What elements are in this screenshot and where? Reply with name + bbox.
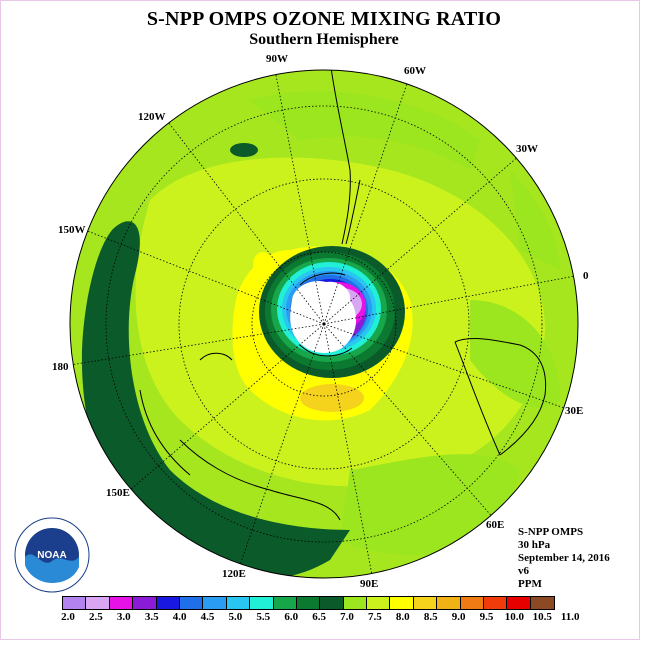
color-legend — [62, 596, 556, 610]
info-instrument: S-NPP OMPS — [518, 526, 584, 538]
legend-swatch — [460, 597, 485, 609]
lon-label-120e: 120E — [222, 568, 246, 580]
legend-tick-label: 7.0 — [340, 611, 354, 623]
legend-tick-label: 2.5 — [89, 611, 103, 623]
legend-swatch — [86, 597, 110, 609]
legend-tick-label: 5.5 — [256, 611, 271, 623]
graticule — [70, 70, 578, 576]
legend-swatch — [203, 597, 227, 609]
legend-swatch — [413, 597, 438, 609]
legend-tick-label: 11.0 — [560, 611, 580, 623]
lon-label-90e: 90E — [360, 578, 378, 590]
legend-tick-labels: 2.0 2.5 3.0 3.5 4.0 4.5 5.0 5.5 6.0 6.5 7.0 7.5 8.0 8… — [0, 611, 648, 625]
lon-label-30w: 30W — [516, 143, 538, 155]
legend-tick-label: 4.0 — [172, 611, 187, 623]
lon-label-150e: 150E — [106, 487, 130, 499]
noaa-logo-text: NOAA — [37, 550, 66, 561]
lon-label-60e: 60E — [486, 519, 504, 531]
legend-swatch — [133, 597, 157, 609]
legend-swatch — [484, 597, 508, 609]
lon-label-150w: 150W — [58, 224, 86, 236]
lon-label-0: 0 — [583, 270, 589, 282]
legend-swatch — [320, 597, 344, 609]
legend-swatch — [507, 597, 531, 609]
legend-tick-label: 6.5 — [312, 611, 326, 623]
legend-tick-label: 9.0 — [451, 611, 466, 623]
legend-tick-label: 9.5 — [479, 611, 494, 623]
legend-tick-label: 6.0 — [284, 611, 299, 623]
info-units: PPM — [518, 578, 542, 590]
legend-swatch — [273, 597, 297, 609]
legend-tick-label: 10.5 — [532, 611, 552, 623]
legend-swatch — [250, 597, 274, 609]
chart-subtitle: Southern Hemisphere — [249, 31, 399, 48]
lon-label-180: 180 — [52, 361, 69, 373]
product-info: S-NPP OMPS 30 hPa September 14, 2016 v6 … — [518, 526, 610, 591]
info-level: 30 hPa — [518, 539, 551, 551]
info-date: September 14, 2016 — [518, 552, 610, 564]
legend-tick-label: 10.0 — [504, 611, 525, 623]
legend-tick-label: 7.5 — [368, 611, 382, 623]
legend-swatch — [109, 597, 134, 609]
legend-swatch — [530, 597, 555, 609]
lon-label-120w: 120W — [138, 111, 166, 123]
legend-tick-label: 8.5 — [423, 611, 438, 623]
legend-swatch — [63, 597, 87, 609]
lon-label-60w: 60W — [404, 65, 426, 77]
legend-swatch — [226, 597, 251, 609]
legend-tick-label: 5.0 — [228, 611, 243, 623]
legend-swatch — [367, 597, 391, 609]
legend-tick-label: 3.0 — [116, 611, 131, 623]
legend-tick-label: 8.0 — [395, 611, 410, 623]
map-boundary — [69, 69, 579, 579]
legend-swatch — [343, 597, 368, 609]
legend-swatch — [156, 597, 180, 609]
legend-swatch — [437, 597, 461, 609]
noaa-logo: NOAA — [14, 517, 90, 593]
chart-title: S-NPP OMPS OZONE MIXING RATIO — [146, 8, 502, 30]
legend-swatch — [179, 597, 204, 609]
lon-label-90w: 90W — [266, 53, 288, 65]
legend-swatch — [390, 597, 414, 609]
legend-tick-label: 2.0 — [61, 611, 75, 623]
lon-label-30e: 30E — [565, 405, 583, 417]
legend-swatch — [296, 597, 321, 609]
info-version: v6 — [518, 565, 529, 577]
legend-tick-label: 4.5 — [200, 611, 215, 623]
legend-tick-label: 3.5 — [144, 611, 159, 623]
ozone-field — [70, 70, 578, 578]
